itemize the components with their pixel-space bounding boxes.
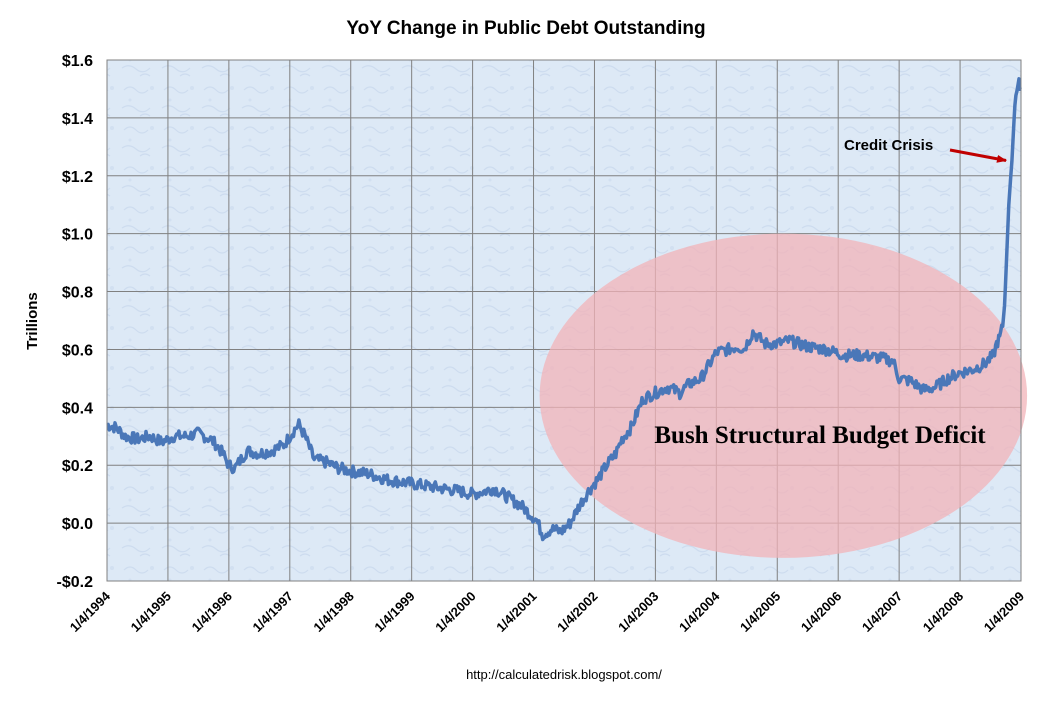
series-layer [106, 77, 1022, 542]
credit-crisis-label: Credit Crisis [844, 137, 933, 154]
x-tick-label: 1/4/2009 [981, 589, 1027, 635]
x-tick-label: 1/4/2002 [554, 589, 600, 635]
credit-crisis-arrow [949, 148, 1008, 163]
y-tick-label: $1.0 [62, 227, 93, 244]
y-tick-label: $0.2 [62, 458, 93, 475]
y-tick-label: $0.4 [62, 400, 93, 417]
y-axis-ticks: -$0.2 $0.0 $0.2 $0.4 $0.6 $0.8 $1.0 $1.2 $1.4 $1.… [57, 53, 94, 591]
bush-deficit-label: Bush Structural Budget Deficit [654, 422, 986, 449]
x-tick-label: 1/4/1994 [67, 588, 114, 635]
y-tick-label: -$0.2 [57, 574, 94, 591]
x-tick-label: 1/4/2004 [676, 588, 723, 635]
x-tick-label: 1/4/1996 [189, 589, 235, 635]
deficit-ellipse-layer [539, 233, 1028, 558]
plot-border [106, 59, 1022, 582]
x-axis-ticks: 1/4/1994 1/4/1995 1/4/1996 1/4/1997 1/4/1998… [67, 588, 1027, 635]
y-tick-label: $1.2 [62, 169, 93, 186]
source-url[interactable]: http://calculatedrisk.blogspot.com/ [466, 667, 662, 682]
chart-title: YoY Change in Public Debt Outstanding [346, 18, 705, 39]
x-tick-label: 1/4/2006 [798, 589, 844, 635]
y-tick-label: $0.0 [62, 516, 93, 533]
y-tick-label: $1.4 [62, 111, 93, 128]
x-tick-label: 1/4/2008 [920, 589, 966, 635]
x-tick-label: 1/4/2000 [432, 589, 478, 635]
x-tick-label: 1/4/2003 [615, 589, 661, 635]
x-tick-label: 1/4/2005 [737, 589, 783, 635]
x-tick-label: 1/4/1998 [310, 589, 356, 635]
x-tick-label: 1/4/2007 [859, 589, 905, 635]
deficit-ellipse [539, 233, 1028, 558]
y-tick-label: $1.6 [62, 53, 93, 70]
y-tick-label: $0.8 [62, 285, 93, 302]
x-tick-label: 1/4/1997 [250, 589, 296, 635]
y-axis-label: Trillions [24, 292, 41, 350]
y-tick-label: $0.6 [62, 342, 93, 359]
annotations: Bush Structural Budget Deficit Credit Cri… [654, 137, 1008, 449]
x-tick-label: 1/4/1999 [371, 589, 417, 635]
series-line [106, 77, 1022, 542]
x-tick-label: 1/4/2001 [493, 589, 539, 635]
x-tick-label: 1/4/1995 [128, 589, 174, 635]
